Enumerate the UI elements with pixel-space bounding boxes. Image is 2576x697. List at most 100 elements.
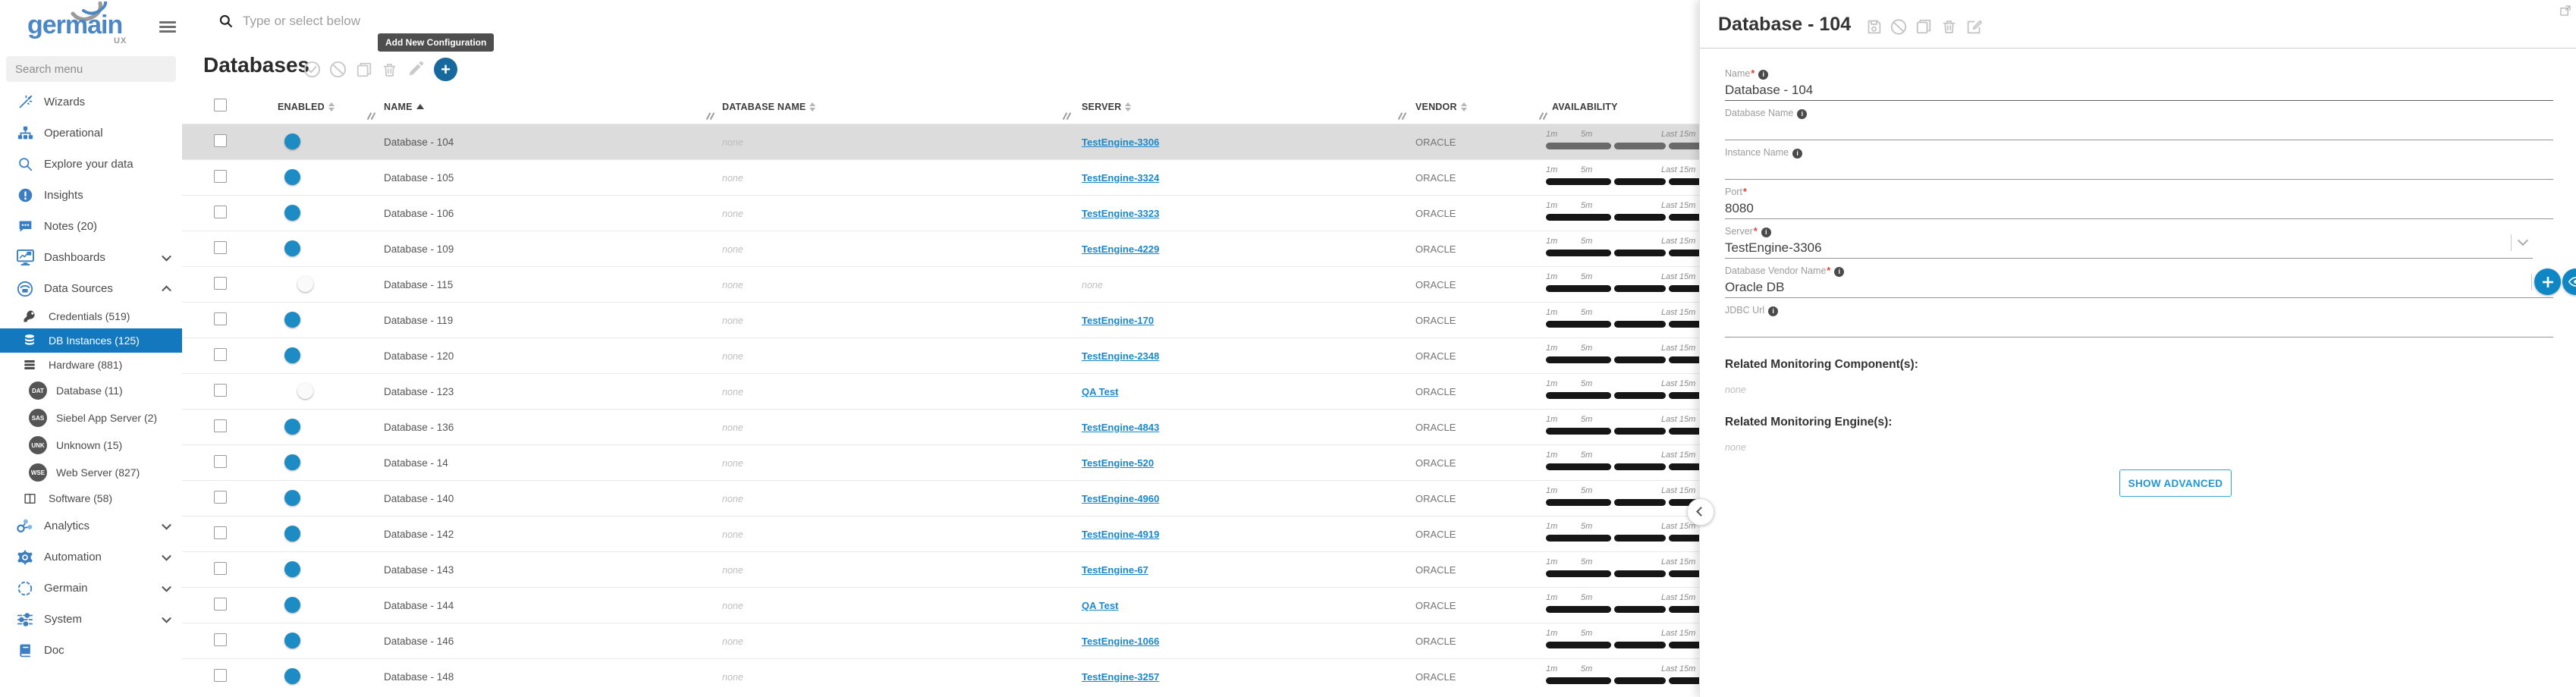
server-input[interactable]: TestEngine-3306 (1725, 239, 2533, 259)
disable-icon[interactable] (329, 61, 347, 78)
server-link[interactable]: QA Test (1082, 386, 1119, 397)
server-link[interactable]: TestEngine-3324 (1082, 172, 1160, 184)
info-icon[interactable]: i (1768, 306, 1779, 316)
sidebar-item-germain[interactable]: Germain (0, 573, 182, 604)
server-link[interactable]: TestEngine-4843 (1082, 422, 1160, 433)
chevron-down-icon[interactable] (2517, 235, 2529, 246)
port-input[interactable]: 8080 (1725, 199, 2553, 219)
delete-icon[interactable] (1940, 18, 1957, 35)
sidebar-item-siebel-app-server-2[interactable]: SAS Siebel App Server (2) (0, 404, 182, 432)
row-checkbox[interactable] (214, 383, 227, 397)
delete-icon[interactable] (381, 61, 398, 78)
column-resize-grip[interactable] (1397, 112, 1406, 120)
show-advanced-button[interactable]: SHOW ADVANCED (2119, 469, 2232, 497)
disable-icon[interactable] (1890, 18, 1907, 35)
select-all-checkbox[interactable] (214, 98, 227, 111)
sidebar-item-operational[interactable]: Operational (0, 118, 182, 149)
row-checkbox[interactable] (214, 347, 227, 361)
add-configuration-button[interactable]: + (434, 58, 457, 81)
jdbc-url-input[interactable] (1725, 318, 2553, 338)
hamburger-menu-icon[interactable] (159, 21, 176, 33)
database-vendor-name-input[interactable]: Oracle DB (1725, 278, 2553, 298)
sidebar-item-system[interactable]: System (0, 604, 182, 635)
row-checkbox[interactable] (214, 490, 227, 504)
view-server-button[interactable] (2562, 268, 2576, 295)
sidebar-item-insights[interactable]: Insights (0, 180, 182, 211)
sidebar-item-data-sources[interactable]: Data Sources (0, 273, 182, 304)
server-link[interactable]: TestEngine-3257 (1082, 671, 1160, 683)
global-search-input[interactable] (243, 8, 1684, 35)
server-link[interactable]: TestEngine-1066 (1082, 636, 1160, 647)
sidebar-search-input[interactable] (6, 56, 176, 82)
database-name-input[interactable] (1725, 121, 2553, 140)
row-checkbox[interactable] (214, 454, 227, 468)
server-link[interactable]: TestEngine-3323 (1082, 208, 1160, 219)
sort-icon (328, 102, 335, 111)
column-header-vendor[interactable]: VENDOR (1411, 102, 1540, 112)
sidebar-item-unknown-15[interactable]: UNK Unknown (15) (0, 432, 182, 459)
column-resize-grip[interactable] (1062, 112, 1071, 120)
info-icon[interactable]: i (1797, 109, 1808, 119)
server-link[interactable]: TestEngine-3306 (1082, 137, 1160, 148)
add-server-button[interactable] (2534, 268, 2561, 295)
row-checkbox[interactable] (214, 240, 227, 254)
sidebar-item-web-server-827[interactable]: WSE Web Server (827) (0, 459, 182, 486)
column-header-server[interactable]: SERVER (1077, 102, 1411, 112)
sidebar-item-software-58[interactable]: Software (58) (0, 486, 182, 510)
server-link[interactable]: TestEngine-67 (1082, 564, 1148, 576)
server-link[interactable]: TestEngine-4919 (1082, 529, 1160, 540)
sidebar-item-hardware-881[interactable]: Hardware (881) (0, 353, 182, 377)
row-checkbox[interactable] (214, 668, 227, 682)
instance-name-input[interactable] (1725, 160, 2553, 180)
row-checkbox[interactable] (214, 312, 227, 325)
sidebar-item-db-instances-125[interactable]: DB Instances (125) (0, 328, 182, 353)
info-icon[interactable]: i (1792, 149, 1803, 159)
copy-icon[interactable] (1915, 18, 1932, 35)
sidebar-item-automation[interactable]: Automation (0, 542, 182, 573)
row-checkbox[interactable] (214, 526, 227, 539)
info-icon[interactable]: i (1761, 228, 1771, 237)
row-checkbox[interactable] (214, 276, 227, 290)
row-checkbox[interactable] (214, 633, 227, 646)
availability-cell: 1m 5m Last 15m (1540, 374, 1810, 410)
collapse-panel-button[interactable] (1687, 498, 1714, 526)
sidebar-search[interactable] (6, 56, 176, 82)
column-header-database-name[interactable]: DATABASE NAME (718, 102, 1077, 112)
sidebar-item-explore-your-data[interactable]: Explore your data (0, 149, 182, 180)
info-icon[interactable]: i (1758, 70, 1769, 80)
server-cell: TestEngine-3323 (1077, 208, 1411, 219)
row-checkbox[interactable] (214, 419, 227, 432)
sidebar-item-wizards[interactable]: Wizards (0, 86, 182, 118)
server-link[interactable]: QA Test (1082, 600, 1119, 611)
row-checkbox[interactable] (214, 133, 227, 147)
save-icon[interactable] (1865, 18, 1882, 35)
server-link[interactable]: TestEngine-4960 (1082, 493, 1160, 504)
info-icon[interactable]: i (1834, 267, 1845, 277)
row-checkbox[interactable] (214, 169, 227, 183)
column-header-availability[interactable]: AVAILABILITY (1552, 101, 1618, 112)
sidebar-item-credentials-519[interactable]: Credentials (519) (0, 304, 182, 328)
row-checkbox[interactable] (214, 561, 227, 575)
expand-panel-icon[interactable] (2559, 5, 2571, 17)
sidebar-item-analytics[interactable]: Analytics (0, 510, 182, 542)
copy-icon[interactable] (355, 61, 372, 78)
column-header-name[interactable]: NAME (379, 102, 718, 112)
column-resize-grip[interactable] (1538, 112, 1547, 120)
sidebar-item-notes-20[interactable]: Notes (20) (0, 211, 182, 242)
server-link[interactable]: TestEngine-170 (1082, 315, 1154, 326)
server-link[interactable]: TestEngine-520 (1082, 457, 1154, 469)
sidebar-item-dashboards[interactable]: Dashboards (0, 242, 182, 273)
edit-icon[interactable] (1965, 18, 1982, 35)
row-checkbox[interactable] (214, 205, 227, 218)
sidebar-item-database-11[interactable]: DAT Database (11) (0, 377, 182, 404)
sidebar-item-doc[interactable]: Doc (0, 635, 182, 666)
row-checkbox[interactable] (214, 597, 227, 611)
column-header-enabled[interactable]: ENABLED (273, 102, 379, 112)
server-link[interactable]: TestEngine-4229 (1082, 243, 1160, 255)
name-input[interactable]: Database - 104 (1725, 81, 2553, 101)
column-resize-grip[interactable] (705, 112, 715, 120)
column-resize-grip[interactable] (366, 112, 375, 120)
server-link[interactable]: TestEngine-2348 (1082, 350, 1160, 362)
approve-icon[interactable] (303, 61, 321, 78)
edit-icon[interactable] (407, 61, 424, 78)
